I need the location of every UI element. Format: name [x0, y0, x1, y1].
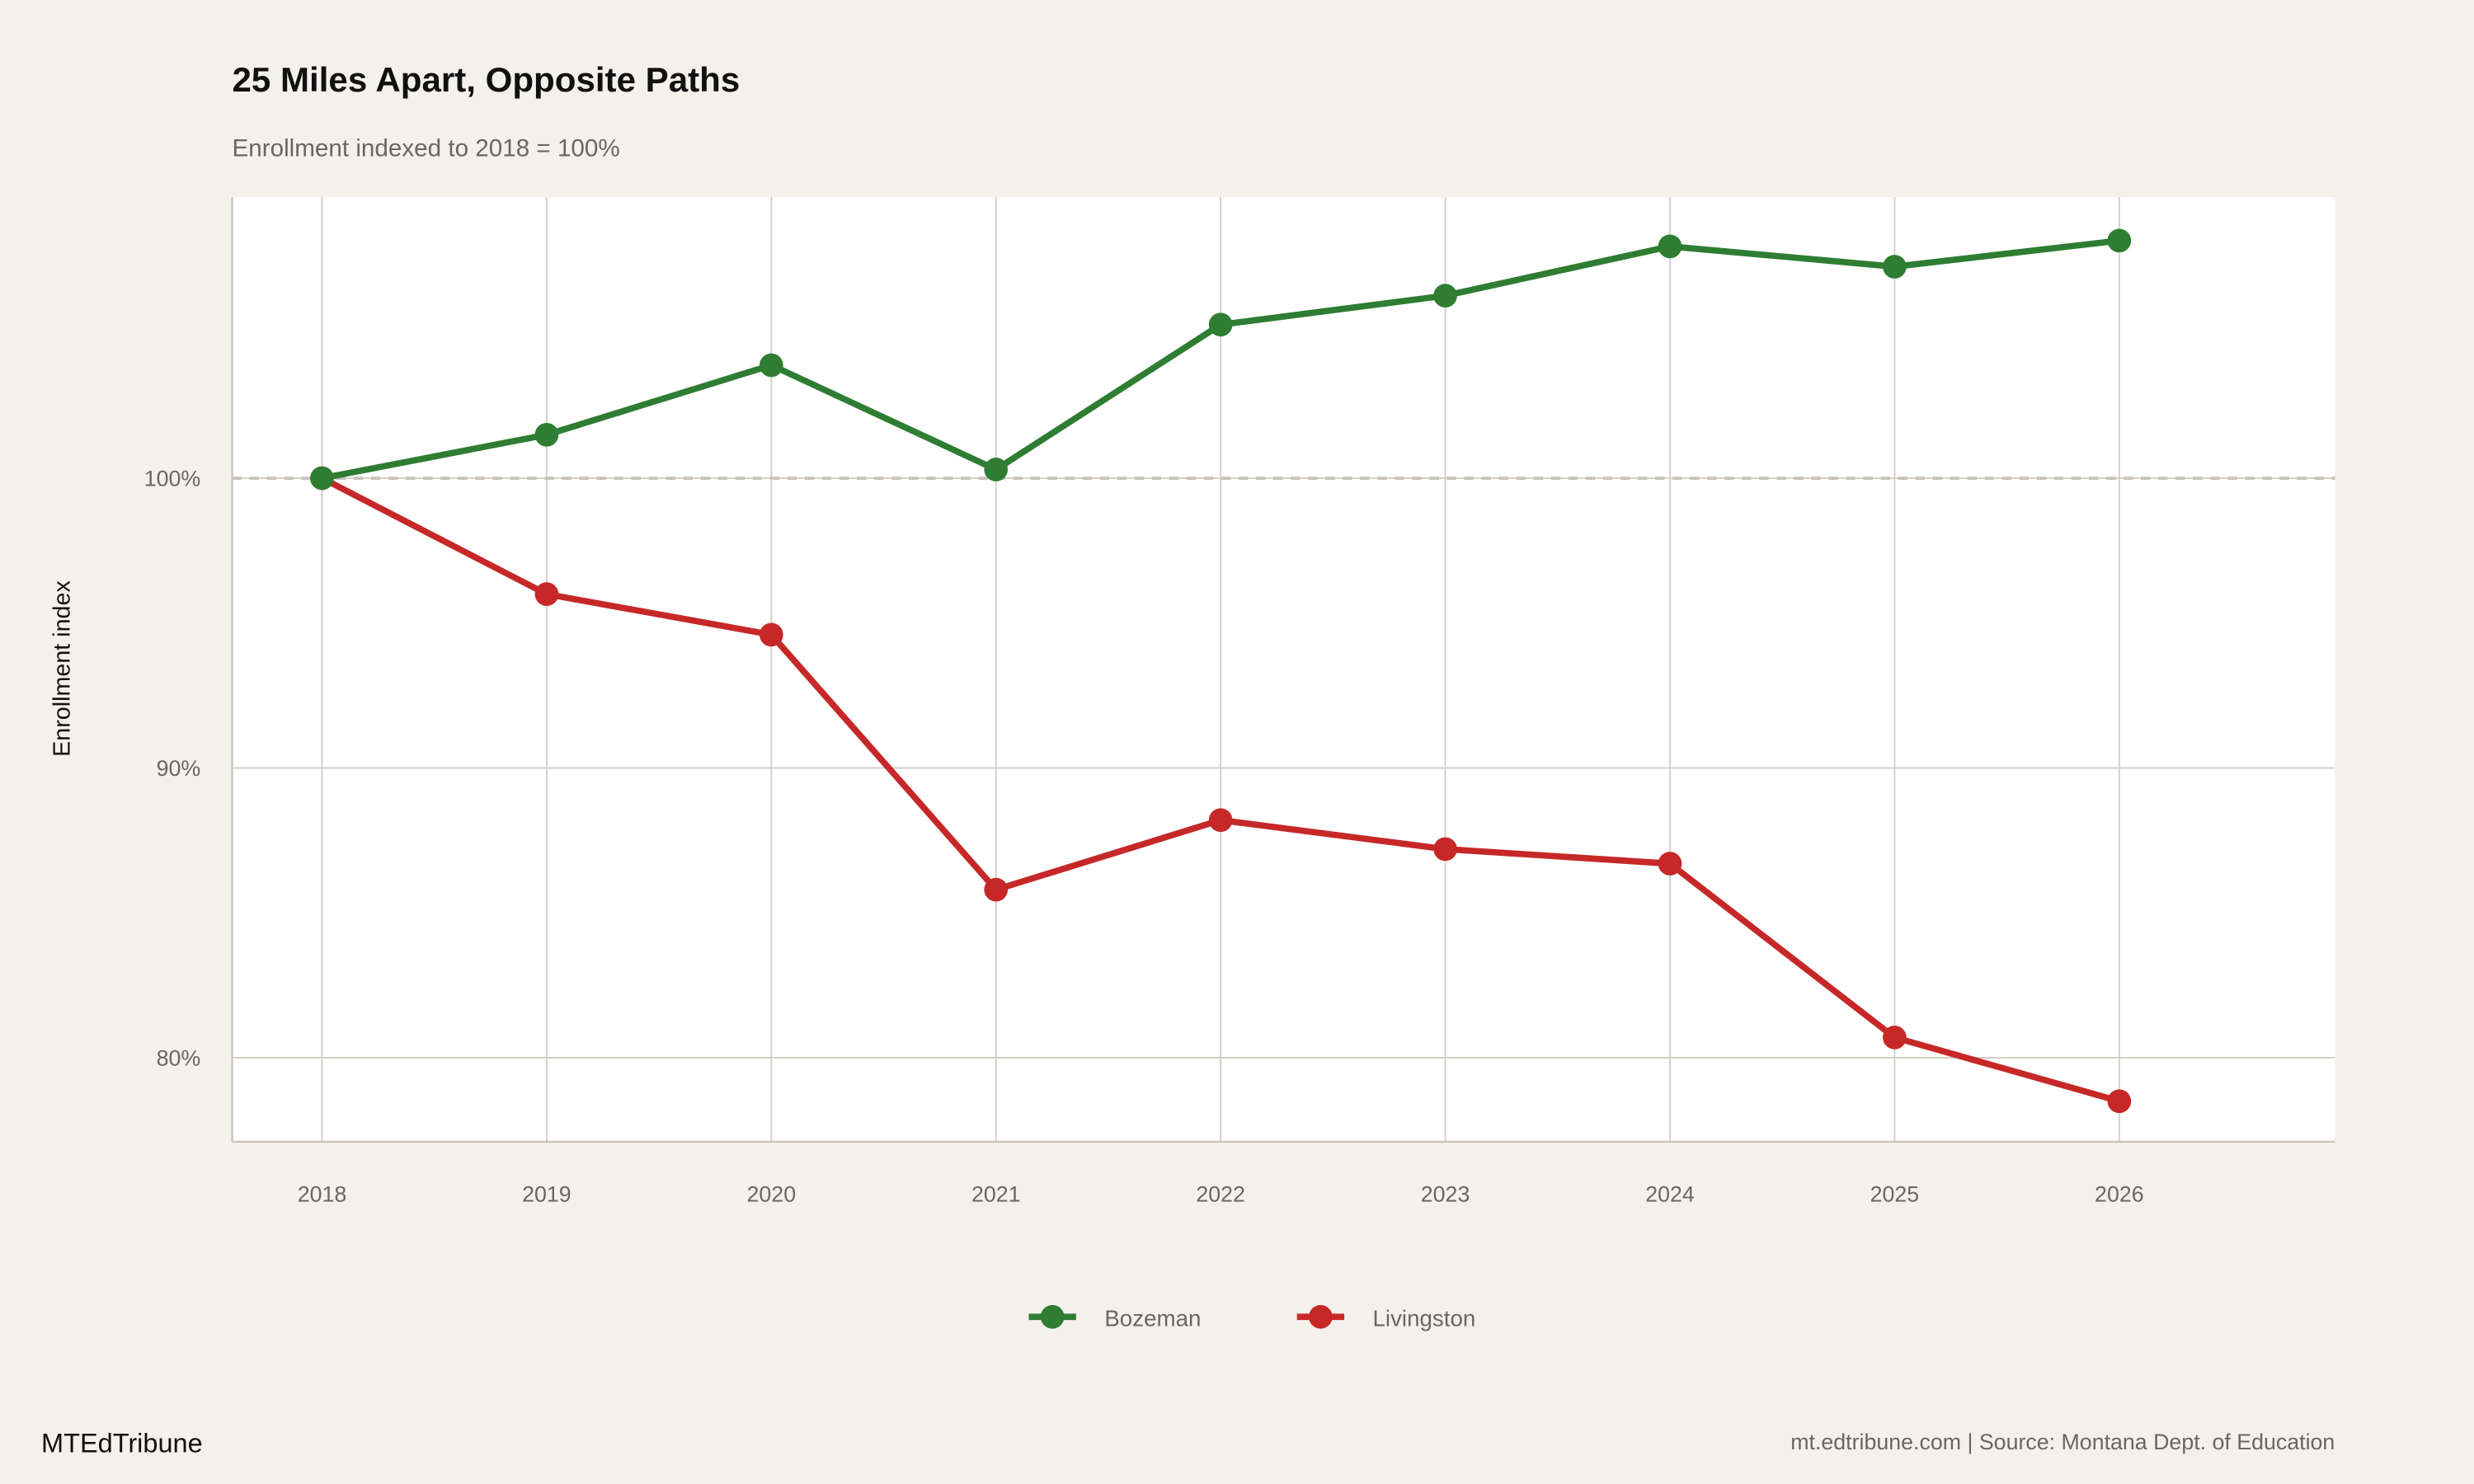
data-point-bozeman-2026: [2107, 228, 2132, 253]
x-tick-label: 2021: [971, 1182, 1021, 1207]
data-point-bozeman-2019: [534, 422, 559, 447]
series-group: [310, 228, 2132, 1114]
y-tick-labels: 80% 90% 100%: [144, 467, 200, 1071]
data-point-livingston-2021: [984, 877, 1009, 902]
x-tick-labels: 2018 2019 2020 2021 2022 2023 2024 2025 2026: [298, 1182, 2144, 1207]
data-point-livingston-2022: [1208, 808, 1233, 833]
legend-item-bozeman: Bozeman: [1028, 1304, 1201, 1331]
data-point-livingston-2024: [1658, 852, 1682, 876]
data-point-livingston-2023: [1433, 837, 1457, 862]
plot-panel: [232, 197, 2335, 1142]
y-tick-label: 80%: [157, 1046, 201, 1071]
y-tick-label: 100%: [144, 467, 200, 491]
data-point-bozeman-2021: [984, 458, 1009, 481]
chart-subtitle: Enrollment indexed to 2018 = 100%: [233, 134, 620, 162]
data-point-bozeman-2025: [1883, 255, 1907, 279]
data-point-livingston-2019: [534, 582, 559, 606]
chart-title: 25 Miles Apart, Opposite Paths: [233, 60, 741, 99]
legend: Bozeman Livingston: [1028, 1304, 1476, 1331]
x-tick-label: 2019: [522, 1182, 571, 1207]
legend-key-point: [1040, 1304, 1065, 1329]
x-tick-label: 2026: [2095, 1182, 2144, 1207]
x-tick-label: 2022: [1196, 1182, 1245, 1207]
x-tick-label: 2025: [1870, 1182, 1920, 1207]
source-caption: mt.edtribune.com | Source: Montana Dept.…: [1790, 1430, 2335, 1454]
y-axis-label: Enrollment index: [49, 580, 75, 757]
legend-key-point: [1309, 1304, 1333, 1329]
legend-label: Bozeman: [1104, 1306, 1201, 1331]
y-tick-label: 90%: [157, 756, 201, 781]
x-tick-label: 2023: [1421, 1182, 1470, 1207]
data-point-livingston-2025: [1883, 1026, 1907, 1050]
series-bozeman: [310, 228, 2132, 491]
data-point-livingston-2026: [2107, 1089, 2132, 1114]
x-tick-label: 2020: [747, 1182, 797, 1207]
data-point-bozeman-2018: [310, 466, 334, 491]
x-tick-label: 2018: [298, 1182, 347, 1207]
brand-label: MTEdTribune: [41, 1429, 203, 1458]
data-point-bozeman-2020: [759, 353, 783, 378]
x-tick-label: 2024: [1645, 1182, 1695, 1207]
legend-label: Livingston: [1373, 1306, 1476, 1331]
data-point-bozeman-2022: [1208, 312, 1233, 337]
data-point-bozeman-2023: [1433, 284, 1457, 308]
series-livingston: [310, 466, 2132, 1114]
data-point-livingston-2020: [759, 622, 783, 647]
legend-item-livingston: Livingston: [1296, 1304, 1476, 1331]
data-point-bozeman-2024: [1658, 234, 1682, 259]
